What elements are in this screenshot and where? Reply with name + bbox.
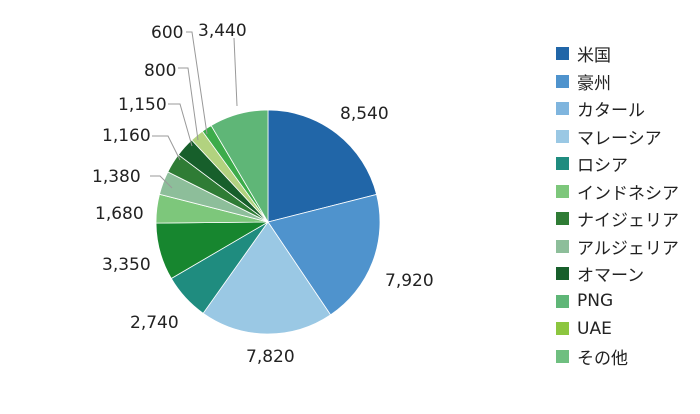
pie-slices <box>155 109 381 335</box>
pie-slice <box>267 193 381 316</box>
legend-item: カタール <box>556 95 679 123</box>
legend-item: アルジェリア <box>556 233 679 261</box>
slice-value-label: 1,380 <box>92 167 141 187</box>
legend-item: PNG <box>556 288 679 316</box>
legend-swatch <box>556 294 569 308</box>
legend-swatch <box>556 74 569 88</box>
legend-item: マレーシア <box>556 123 679 151</box>
slice-labels: 8,540 7,920 7,820 2,740 3,350 1,680 1,380 1,160… <box>92 21 434 367</box>
legend-label: ナイジェリア <box>577 211 679 232</box>
slice-value-label: 2,740 <box>130 313 179 333</box>
legend-label: その他 <box>577 348 628 369</box>
legend-swatch <box>556 47 569 61</box>
leader-line <box>186 31 208 135</box>
legend-item: オマーン <box>556 260 679 288</box>
legend-label: インドネシア <box>577 183 679 204</box>
legend-label: UAE <box>577 318 612 339</box>
legend-label: マレーシア <box>577 128 662 149</box>
leader-line <box>168 103 193 147</box>
legend-label: カタール <box>577 101 645 122</box>
leader-line <box>150 175 173 189</box>
slice-value-label: 600 <box>151 23 183 43</box>
slice-value-label: 8,540 <box>340 104 389 124</box>
pie-slice <box>267 109 378 223</box>
legend-swatch <box>556 239 569 253</box>
legend-item: ナイジェリア <box>556 205 679 233</box>
slice-value-label: 1,160 <box>102 126 151 146</box>
pie-slice <box>210 109 269 224</box>
legend-item: ロシア <box>556 150 679 178</box>
legend-swatch <box>556 349 569 363</box>
legend-swatch <box>556 157 569 171</box>
legend-item: 米国 <box>556 40 679 68</box>
legend-swatch <box>556 102 569 116</box>
legend-label: ロシア <box>577 156 628 177</box>
pie-slice <box>202 221 332 335</box>
legend-swatch <box>556 322 569 336</box>
slice-value-label: 1,150 <box>118 95 167 115</box>
leader-lines <box>150 31 238 189</box>
legend-swatch <box>556 212 569 226</box>
legend-label: アルジェリア <box>577 238 679 259</box>
slice-value-label: 800 <box>144 61 176 81</box>
legend-swatch <box>556 129 569 143</box>
leader-line <box>152 135 181 161</box>
slice-value-label: 1,680 <box>95 204 144 224</box>
slice-value-label: 7,820 <box>246 347 295 367</box>
legend-item: インドネシア <box>556 178 679 206</box>
legend-swatch <box>556 267 569 281</box>
legend-item: その他 <box>556 343 679 371</box>
legend-item: UAE <box>556 315 679 343</box>
slice-value-label: 3,350 <box>102 255 151 275</box>
legend-swatch <box>556 184 569 198</box>
leader-line <box>178 67 199 141</box>
legend-label: 豪州 <box>577 73 611 94</box>
legend-label: PNG <box>577 291 614 312</box>
legend-label: オマーン <box>577 266 645 287</box>
leader-line <box>233 37 238 107</box>
legend: 米国豪州カタールマレーシアロシアインドネシア ナイジェリア アルジェリア オマーン PN… <box>556 40 679 370</box>
slice-value-label: 7,920 <box>385 271 434 291</box>
legend-label: 米国 <box>577 46 611 67</box>
legend-item: 豪州 <box>556 68 679 96</box>
slice-value-label: 3,440 <box>198 21 247 41</box>
